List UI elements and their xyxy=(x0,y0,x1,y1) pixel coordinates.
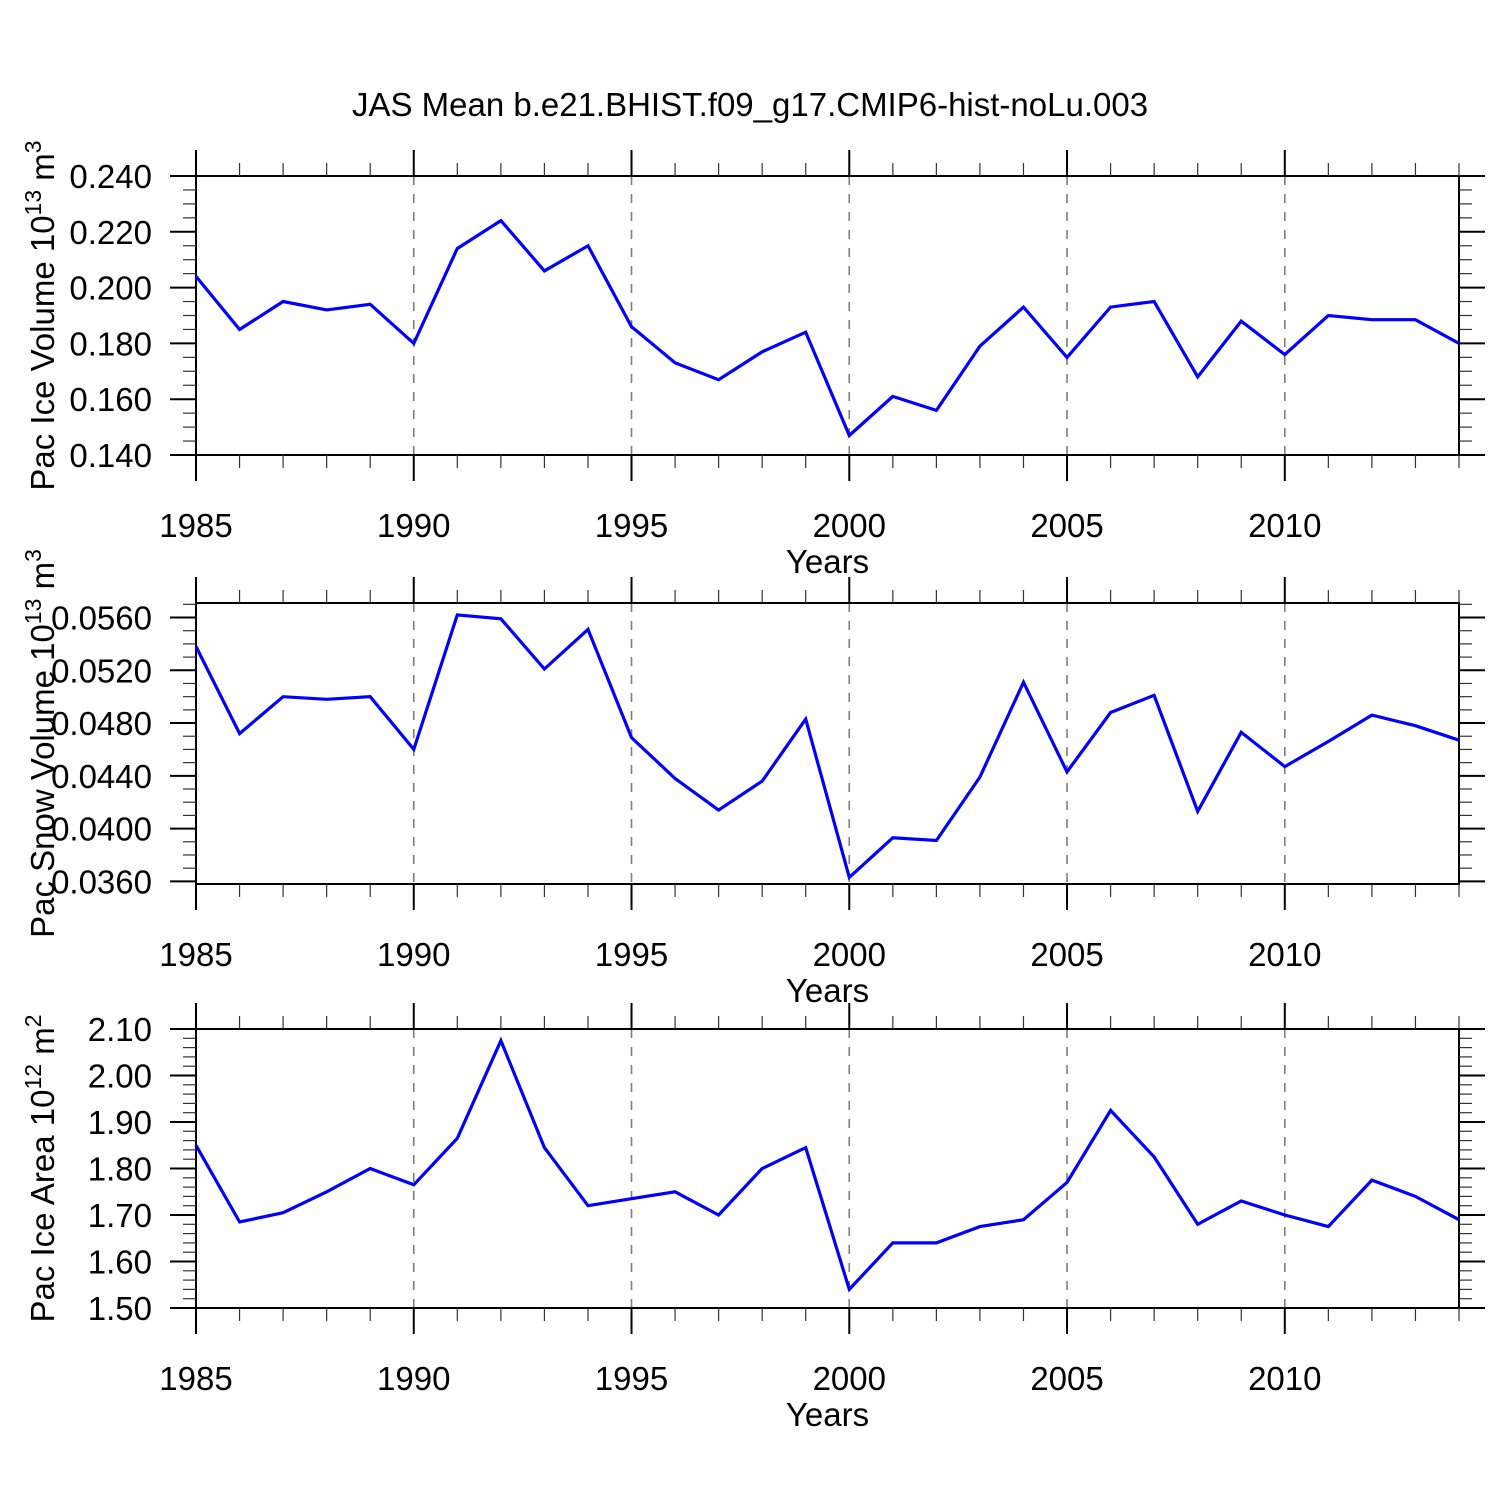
y-tick-label: 0.0560 xyxy=(51,600,152,637)
y-tick-label: 0.0520 xyxy=(51,652,152,689)
x-tick-label: 1995 xyxy=(595,936,668,973)
x-tick-label: 1985 xyxy=(159,1360,232,1397)
x-tick-label: 2010 xyxy=(1248,936,1321,973)
x-tick-label: 1995 xyxy=(595,507,668,544)
x-tick-label: 2010 xyxy=(1248,507,1321,544)
y-tick-label: 1.80 xyxy=(88,1151,152,1188)
y-tick-label: 0.0400 xyxy=(51,811,152,848)
y-axis-label: Pac Ice Area 1012 m2 xyxy=(20,1014,61,1322)
y-tick-label: 0.240 xyxy=(69,158,152,195)
data-line-pac-ice-volume xyxy=(194,218,1460,439)
y-tick-label: 0.140 xyxy=(69,437,152,474)
y-tick-label: 0.220 xyxy=(69,214,152,251)
y-axis-label: Pac Ice Volume 1013 m3 xyxy=(20,140,61,490)
x-tick-label: 2005 xyxy=(1030,507,1103,544)
x-tick-label: 2000 xyxy=(813,507,886,544)
panel-frame-pac-ice-area xyxy=(195,1028,1460,1309)
chart-title: JAS Mean b.e21.BHIST.f09_g17.CMIP6-hist-… xyxy=(351,86,1149,123)
data-line-pac-snow-volume xyxy=(194,613,1460,881)
x-tick-label: 1995 xyxy=(595,1360,668,1397)
x-tick-label: 2000 xyxy=(813,1360,886,1397)
x-axis-label: Years xyxy=(786,972,869,1009)
y-tick-label: 0.200 xyxy=(69,270,152,307)
y-tick-label: 2.00 xyxy=(88,1058,152,1095)
panel-frame-pac-ice-volume xyxy=(195,175,1460,456)
y-tick-label: 1.60 xyxy=(88,1244,152,1281)
x-tick-label: 1990 xyxy=(377,936,450,973)
y-tick-label: 0.0360 xyxy=(51,863,152,900)
panel-frame-pac-snow-volume xyxy=(195,602,1460,885)
y-tick-label: 0.0480 xyxy=(51,705,152,742)
y-tick-label: 1.50 xyxy=(88,1290,152,1327)
y-tick-label: 1.70 xyxy=(88,1197,152,1234)
x-tick-label: 2005 xyxy=(1030,1360,1103,1397)
x-tick-label: 2005 xyxy=(1030,936,1103,973)
x-tick-label: 1990 xyxy=(377,507,450,544)
data-line-pac-ice-area xyxy=(194,1036,1460,1293)
x-tick-label: 1985 xyxy=(159,507,232,544)
x-tick-label: 1990 xyxy=(377,1360,450,1397)
x-tick-label: 2000 xyxy=(813,936,886,973)
y-tick-label: 2.10 xyxy=(88,1011,152,1048)
y-tick-label: 0.0440 xyxy=(51,758,152,795)
x-axis-label: Years xyxy=(786,543,869,580)
y-tick-label: 0.160 xyxy=(69,381,152,418)
x-tick-label: 2010 xyxy=(1248,1360,1321,1397)
y-axis-label: Pac Snow Volume 1013 m3 xyxy=(20,549,61,938)
x-axis-label: Years xyxy=(786,1396,869,1433)
y-tick-label: 0.180 xyxy=(69,325,152,362)
y-tick-label: 1.90 xyxy=(88,1104,152,1141)
x-tick-label: 1985 xyxy=(159,936,232,973)
